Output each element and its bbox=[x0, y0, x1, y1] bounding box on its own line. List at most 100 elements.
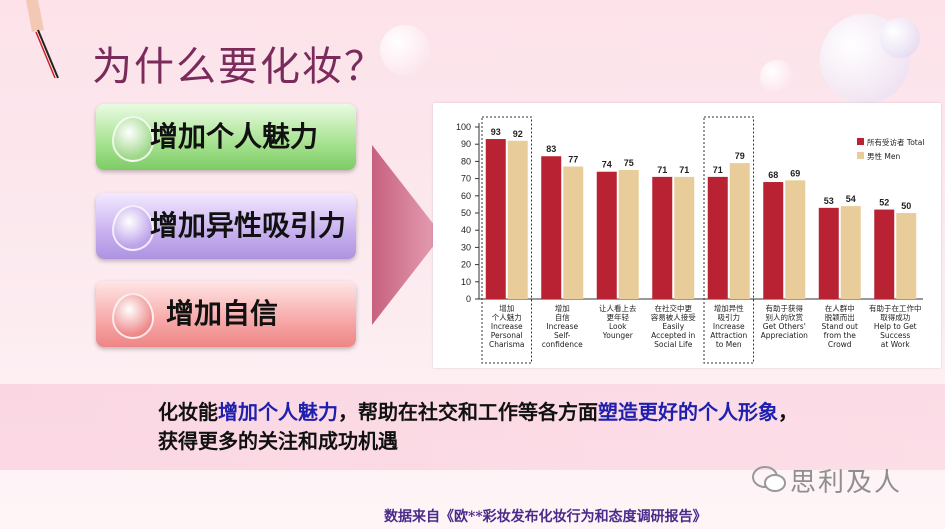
category-label: 有助于在工作中 bbox=[869, 303, 922, 313]
water-drop-icon bbox=[112, 116, 154, 162]
reason-pill-attraction: 增加异性吸引力 bbox=[96, 193, 356, 259]
category-label: at Work bbox=[881, 340, 911, 349]
category-label: Self- bbox=[554, 331, 571, 340]
category-label: Success bbox=[880, 331, 910, 340]
category-label: Get Others' bbox=[763, 322, 806, 331]
category-label: Increase bbox=[491, 322, 523, 331]
category-label: Attraction bbox=[710, 331, 747, 340]
data-label: 75 bbox=[624, 158, 634, 168]
data-label: 68 bbox=[768, 170, 778, 180]
data-label: 71 bbox=[713, 165, 723, 175]
bar bbox=[507, 140, 528, 299]
data-label: 71 bbox=[657, 165, 667, 175]
reason-label: 增加自信 bbox=[166, 297, 279, 330]
category-label: 让人看上去 bbox=[599, 303, 637, 313]
data-label: 71 bbox=[679, 165, 689, 175]
bar bbox=[763, 182, 784, 299]
bar bbox=[674, 176, 695, 299]
category-label: 在社交中更 bbox=[655, 303, 693, 313]
bar bbox=[896, 213, 917, 299]
summary-part3: ，帮助在社交和工作等各方面 bbox=[338, 400, 598, 424]
summary-part1: 化妆能 bbox=[158, 400, 218, 424]
water-drop-icon bbox=[112, 293, 154, 339]
watermark-text: 思利及人 bbox=[790, 468, 903, 498]
data-label: 77 bbox=[568, 155, 578, 165]
bar bbox=[707, 176, 728, 299]
bar bbox=[785, 180, 806, 299]
source-note: 数据来自《欧**彩妆发布化妆行为和态度调研报告》 bbox=[384, 509, 707, 525]
category-label: Younger bbox=[602, 331, 634, 340]
category-label: 更年轻 bbox=[607, 312, 630, 322]
category-label: Accepted in bbox=[651, 331, 695, 340]
reason-label: 增加个人魅力 bbox=[150, 120, 319, 153]
category-label: 增加 bbox=[555, 303, 570, 313]
y-tick-label: 60 bbox=[461, 191, 471, 201]
reason-pill-confidence: 增加自信 bbox=[96, 281, 356, 347]
bar bbox=[729, 163, 750, 299]
legend-swatch bbox=[857, 152, 864, 159]
bar bbox=[874, 209, 895, 299]
data-label: 79 bbox=[735, 151, 745, 161]
summary-part5: ，获得更多的关注和成功机遇 bbox=[158, 400, 798, 453]
data-label: 92 bbox=[513, 129, 523, 139]
decor-bubble bbox=[880, 18, 920, 58]
bar bbox=[652, 176, 673, 299]
y-tick-label: 90 bbox=[461, 139, 471, 149]
category-label: Easily bbox=[662, 322, 684, 331]
category-label: 别人的欣赏 bbox=[766, 312, 804, 322]
highlight-box bbox=[481, 116, 532, 364]
summary-text: 化妆能增加个人魅力，帮助在社交和工作等各方面塑造更好的个人形象，获得更多的关注和… bbox=[158, 398, 798, 456]
bar bbox=[818, 207, 839, 299]
category-label: Stand out bbox=[822, 322, 859, 331]
y-tick-label: 100 bbox=[456, 122, 471, 132]
category-label: from the bbox=[824, 331, 857, 340]
data-label: 52 bbox=[879, 198, 889, 208]
legend-swatch bbox=[857, 138, 864, 145]
bar bbox=[840, 206, 861, 299]
category-label: Crowd bbox=[828, 340, 852, 349]
reason-pill-charisma: 增加个人魅力 bbox=[96, 104, 356, 170]
category-label: 脱颖而出 bbox=[825, 312, 855, 322]
category-label: Personal bbox=[491, 331, 523, 340]
arrow-right-icon bbox=[372, 145, 442, 325]
bar bbox=[618, 170, 639, 299]
bar bbox=[541, 156, 562, 299]
water-drop-icon bbox=[112, 205, 154, 251]
y-tick-label: 30 bbox=[461, 242, 471, 252]
y-tick-label: 40 bbox=[461, 225, 471, 235]
data-label: 93 bbox=[491, 127, 501, 137]
category-label: 吸引力 bbox=[718, 312, 741, 322]
summary-highlight-charisma: 增加个人魅力 bbox=[218, 400, 338, 424]
decor-bubble bbox=[380, 25, 430, 75]
category-label: 个人魅力 bbox=[492, 312, 522, 322]
category-label: Social Life bbox=[654, 340, 693, 349]
summary-highlight-image: 塑造更好的个人形象 bbox=[598, 400, 778, 424]
category-label: 容易被人接受 bbox=[651, 312, 696, 322]
data-label: 74 bbox=[602, 160, 612, 170]
highlight-box bbox=[703, 116, 754, 364]
data-label: 50 bbox=[901, 201, 911, 211]
category-label: 自信 bbox=[555, 312, 570, 322]
y-tick-label: 10 bbox=[461, 277, 471, 287]
makeup-brush-icon bbox=[26, 0, 59, 79]
legend-label: 男性 Men bbox=[867, 151, 900, 161]
slide-title: 为什么要化妆？ bbox=[92, 44, 386, 90]
y-tick-label: 80 bbox=[461, 156, 471, 166]
survey-bar-chart: 0 10 20 30 40 50 60 70 80 90 100 93 92 增加 个人魅力 Increase… bbox=[433, 103, 941, 368]
reason-label: 增加异性吸引力 bbox=[150, 209, 347, 242]
category-label: 有助于获得 bbox=[766, 303, 804, 313]
data-label: 69 bbox=[790, 168, 800, 178]
y-tick-label: 70 bbox=[461, 174, 471, 184]
category-label: confidence bbox=[542, 340, 583, 349]
summary-band bbox=[0, 384, 945, 470]
category-label: Look bbox=[609, 322, 627, 331]
category-label: Charisma bbox=[489, 340, 525, 349]
bar bbox=[596, 171, 617, 299]
category-label: 在人群中 bbox=[825, 303, 855, 313]
category-label: Appreciation bbox=[761, 331, 809, 340]
bar bbox=[563, 166, 584, 299]
legend-label: 所有受访者 Total bbox=[867, 137, 924, 147]
data-label: 83 bbox=[546, 144, 556, 154]
category-label: Increase bbox=[546, 322, 578, 331]
